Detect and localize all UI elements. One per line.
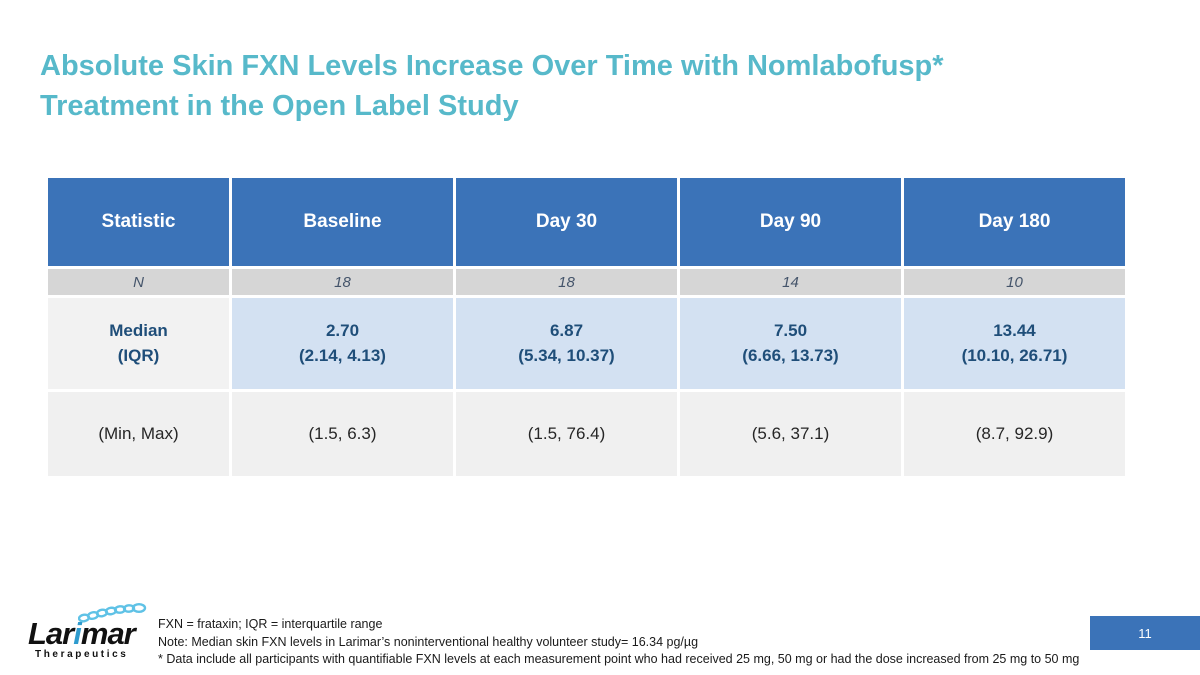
logo-tagline: Therapeutics: [35, 649, 129, 660]
minmax-cell-baseline: (1.5, 6.3): [232, 392, 453, 476]
fxn-levels-table: Statistic Baseline Day 30 Day 90 Day 180…: [48, 178, 1125, 476]
iqr-value: (5.34, 10.37): [518, 345, 615, 365]
median-row-label: Median (IQR): [48, 298, 229, 389]
median-cell-day90: 7.50 (6.66, 13.73): [680, 298, 901, 389]
median-cell-day30: 6.87 (5.34, 10.37): [456, 298, 677, 389]
slide-title: Absolute Skin FXN Levels Increase Over T…: [40, 46, 944, 126]
n-value-baseline: 18: [232, 269, 453, 295]
logo-text-accent: i: [73, 616, 82, 651]
logo-text-pre: Lar: [28, 616, 74, 651]
minmax-cell-day180: (8.7, 92.9): [904, 392, 1125, 476]
page-number-badge: 11: [1090, 616, 1200, 650]
logo-text-post: mar: [80, 616, 136, 651]
median-value: 6.87: [549, 320, 584, 340]
footnote-asterisk: * Data include all participants with qua…: [158, 652, 1080, 666]
median-row-label-main: Median: [109, 320, 168, 340]
footnote-abbreviations: FXN = frataxin; IQR = interquartile rang…: [158, 617, 383, 631]
median-cell-day180: 13.44 (10.10, 26.71): [904, 298, 1125, 389]
n-value-day90: 14: [680, 269, 901, 295]
column-header-day30: Day 30: [456, 178, 677, 266]
chain-icon: [78, 603, 147, 623]
column-header-statistic: Statistic: [48, 178, 229, 266]
logo-wordmark: Larimar: [28, 616, 136, 652]
median-row-label-sub: (IQR): [117, 345, 160, 365]
median-value: 13.44: [993, 320, 1036, 340]
column-header-day90: Day 90: [680, 178, 901, 266]
larimar-logo: Larimar Therapeutics: [28, 600, 158, 662]
n-value-day30: 18: [456, 269, 677, 295]
iqr-value: (2.14, 4.13): [299, 345, 386, 365]
n-row-label: N: [48, 269, 229, 295]
slide-title-line1: Absolute Skin FXN Levels Increase Over T…: [40, 50, 944, 82]
iqr-value: (6.66, 13.73): [742, 345, 839, 365]
median-value: 2.70: [325, 320, 360, 340]
column-header-baseline: Baseline: [232, 178, 453, 266]
minmax-cell-day90: (5.6, 37.1): [680, 392, 901, 476]
minmax-cell-day30: (1.5, 76.4): [456, 392, 677, 476]
slide-title-line2: Treatment in the Open Label Study: [40, 90, 519, 123]
n-value-day180: 10: [904, 269, 1125, 295]
median-cell-baseline: 2.70 (2.14, 4.13): [232, 298, 453, 389]
footnotes: FXN = frataxin; IQR = interquartile rang…: [158, 616, 1079, 669]
iqr-value: (10.10, 26.71): [961, 345, 1068, 365]
median-value: 7.50: [773, 320, 808, 340]
column-header-day180: Day 180: [904, 178, 1125, 266]
minmax-row-label: (Min, Max): [48, 392, 229, 476]
footnote-note: Note: Median skin FXN levels in Larimar’…: [158, 634, 699, 649]
